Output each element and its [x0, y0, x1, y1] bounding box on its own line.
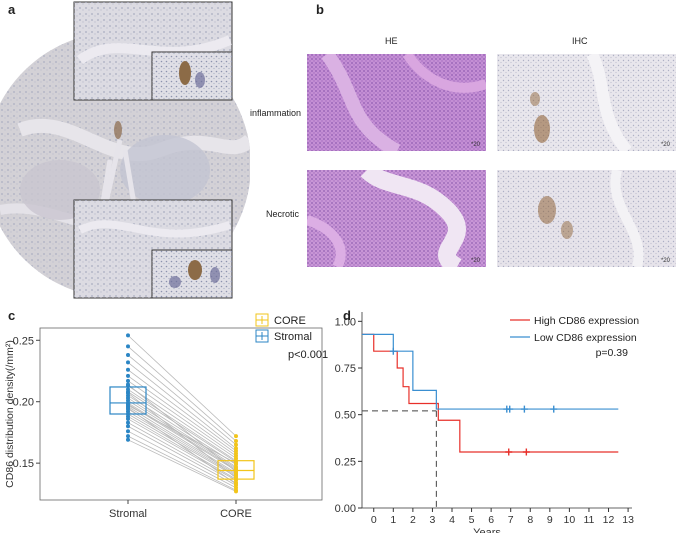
pair-line [127, 439, 237, 492]
y-tick-label: 0.25 [13, 335, 34, 347]
y-tick-label: 0.25 [335, 456, 356, 468]
x-tick-label: CORE [220, 508, 252, 520]
p-value-label: p=0.39 [596, 347, 629, 359]
plot-frame [39, 327, 323, 501]
magnification-label: *20 [661, 142, 671, 148]
point-core [234, 469, 238, 474]
point-stromal [126, 378, 130, 383]
point-stromal [126, 416, 130, 421]
x-tick-label: 4 [449, 514, 455, 526]
x-tick-label: 2 [410, 514, 416, 526]
pair-line [127, 354, 237, 446]
survival-curve-high [362, 333, 619, 453]
y-tick-label: 0.15 [13, 458, 34, 470]
magnification-label: *20 [471, 142, 481, 148]
panel-a-tissue-core-image [0, 1, 250, 299]
x-tick-label: 3 [430, 514, 436, 526]
y-tick-label: 0.20 [13, 397, 34, 409]
censor-mark [505, 448, 513, 456]
point-stromal [126, 391, 130, 396]
censor-mark [506, 405, 514, 413]
censor-mark [520, 405, 528, 413]
pair-line [127, 413, 237, 478]
pair-line [127, 362, 237, 449]
x-tick-label: 7 [508, 514, 514, 526]
point-stromal [126, 434, 130, 439]
point-stromal [126, 405, 130, 410]
he-image-inflammation: *20 [307, 54, 486, 151]
pair-line [127, 407, 237, 485]
point-stromal [126, 437, 130, 442]
x-tick-label: 13 [622, 514, 634, 526]
pair-line [127, 369, 237, 452]
censor-mark [522, 448, 530, 456]
point-stromal [126, 333, 130, 338]
point-stromal [126, 367, 130, 372]
point-core [234, 434, 238, 439]
panel-c-letter: c [8, 308, 16, 323]
x-tick-label: 12 [603, 514, 615, 526]
x-tick-label: 1 [390, 514, 396, 526]
p-value-label: p<0.001 [288, 349, 328, 361]
x-tick-label: 8 [527, 514, 533, 526]
point-core [234, 442, 238, 447]
pair-line [127, 335, 237, 437]
survival-curve-chart: 0.000.250.500.751.000 1 2 3 4 5 6 7 8 9 10 11 12 13Ye… [335, 312, 639, 533]
panel-b-letter: b [316, 2, 324, 17]
row-label-necrotic: Necrotic [266, 209, 300, 219]
point-core [234, 482, 238, 487]
survival-curve-low [362, 333, 619, 410]
x-tick-label: 0 [371, 514, 377, 526]
ihc-image-necrotic: *20 [497, 170, 676, 267]
legend-label: Stromal [274, 331, 312, 343]
y-tick-label: 1.00 [335, 316, 356, 328]
pair-line [127, 397, 237, 468]
point-core [234, 489, 238, 494]
row-label-inflammation: inflammation [250, 108, 302, 118]
point-stromal [126, 344, 130, 349]
magnification-label: *20 [471, 258, 481, 264]
x-tick-label: 6 [488, 514, 494, 526]
column-label-ihc: IHC [572, 36, 588, 46]
point-core [234, 461, 238, 466]
censor-mark [389, 347, 397, 355]
censor-mark [550, 405, 558, 413]
y-axis-label: CD86 distribution density(/mm²) [4, 340, 16, 488]
y-tick-label: 0.50 [335, 410, 356, 422]
legend-label: CORE [274, 315, 306, 327]
x-tick-label: 10 [564, 514, 576, 526]
point-core [234, 439, 238, 444]
point-stromal [126, 429, 130, 434]
panel-d-letter: d [343, 308, 351, 323]
x-tick-label: Stromal [109, 508, 147, 520]
x-axis-label: Years [473, 527, 501, 533]
magnification-label: *20 [661, 258, 671, 264]
point-stromal [126, 353, 130, 358]
point-core [234, 475, 238, 480]
pair-line [127, 435, 237, 491]
x-tick-label: 9 [547, 514, 553, 526]
pair-line [127, 346, 237, 442]
point-stromal [126, 373, 130, 378]
point-stromal [126, 420, 130, 425]
legend-label: Low CD86 expression [534, 332, 637, 344]
he-image-necrotic: *20 [307, 170, 486, 267]
point-stromal [126, 382, 130, 387]
panel-a-letter: a [8, 2, 16, 17]
legend-label: High CD86 expression [534, 315, 639, 327]
pair-line [127, 405, 237, 464]
y-tick-label: 0.00 [335, 503, 356, 515]
ihc-image-inflammation: *20 [497, 54, 676, 151]
x-tick-label: 11 [584, 514, 595, 526]
x-tick-label: 5 [469, 514, 475, 526]
cd86-density-boxplot: 0.15 0.20 0.25 Stromal CORE CD86 distribution… [4, 313, 328, 520]
point-stromal [126, 424, 130, 429]
point-stromal [126, 360, 130, 365]
y-tick-label: 0.75 [335, 363, 356, 375]
column-label-he: HE [385, 36, 398, 46]
